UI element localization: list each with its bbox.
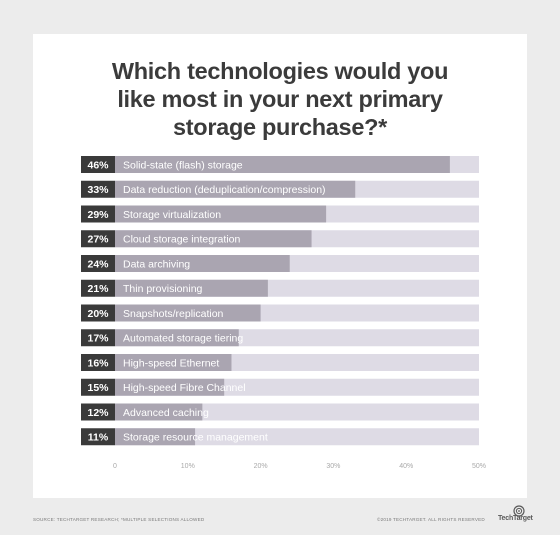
bar <box>115 329 239 347</box>
value-label: 15% <box>87 382 109 394</box>
bar <box>115 403 203 421</box>
category-label: Data archiving <box>123 258 190 270</box>
bar <box>115 378 225 396</box>
value-label: 12% <box>87 407 109 419</box>
value-label: 27% <box>87 234 109 246</box>
bar <box>115 205 327 223</box>
category-label: Solid-state (flash) storage <box>123 159 243 171</box>
techtarget-logo: TechTarget <box>498 504 534 526</box>
value-label-box <box>81 279 115 297</box>
value-label-box <box>81 156 115 173</box>
category-label: High-speed Ethernet <box>123 357 219 369</box>
value-label: 33% <box>87 184 109 196</box>
bar <box>115 304 261 322</box>
category-label: Storage virtualization <box>123 209 221 221</box>
x-tick-label: 50% <box>472 463 486 470</box>
value-label-box <box>81 255 115 272</box>
source-note: SOURCE: TECHTARGET RESEARCH; *MULTIPLE S… <box>33 517 205 522</box>
value-label-box <box>81 304 115 322</box>
x-tick-label: 0 <box>113 463 117 470</box>
bar <box>115 354 232 371</box>
bar <box>115 230 312 248</box>
bar-track <box>115 428 479 446</box>
category-label: Advanced caching <box>123 407 209 419</box>
value-label: 17% <box>87 333 109 345</box>
logo-text: TechTarget <box>498 515 533 522</box>
category-label: Snapshots/replication <box>123 308 224 320</box>
chart-title: Which technologies would you like most i… <box>33 57 527 141</box>
value-label-box <box>81 230 115 248</box>
category-label: Thin provisioning <box>123 283 203 295</box>
bar <box>115 180 356 198</box>
title-line-3: storage purchase?* <box>172 114 387 140</box>
value-label-box <box>81 378 115 396</box>
value-label: 11% <box>88 432 109 444</box>
bar-track <box>115 403 479 421</box>
value-label: 29% <box>87 209 109 221</box>
x-tick-label: 20% <box>254 463 268 470</box>
value-label: 46% <box>87 159 109 171</box>
category-label: Storage resource management <box>123 432 268 444</box>
title-line-1: Which technologies would you <box>111 58 449 84</box>
value-label: 16% <box>87 357 109 369</box>
bar <box>115 428 196 446</box>
x-tick-label: 10% <box>181 463 195 470</box>
value-label-box <box>81 354 115 371</box>
title-line-2: like most in your next primary <box>117 86 443 112</box>
value-label: 21% <box>87 283 109 295</box>
value-label: 24% <box>87 258 109 270</box>
value-label-box <box>81 403 115 421</box>
x-tick-label: 30% <box>326 463 340 470</box>
category-label: Cloud storage integration <box>123 234 240 246</box>
logo-mark-icon <box>513 505 525 517</box>
category-label: High-speed Fibre Channel <box>123 382 246 394</box>
value-label-box <box>81 329 115 347</box>
value-label-box <box>81 205 115 223</box>
x-tick-label: 40% <box>399 463 413 470</box>
value-label-box <box>81 180 115 198</box>
value-label-box <box>81 428 115 446</box>
category-label: Automated storage tiering <box>123 333 243 345</box>
category-label: Data reduction (deduplication/compressio… <box>123 184 326 196</box>
bar <box>115 255 290 272</box>
value-label: 20% <box>87 308 109 320</box>
bar <box>115 279 268 297</box>
bar <box>115 156 450 173</box>
copyright-note: ©2019 TECHTARGET. ALL RIGHTS RESERVED <box>377 517 485 522</box>
